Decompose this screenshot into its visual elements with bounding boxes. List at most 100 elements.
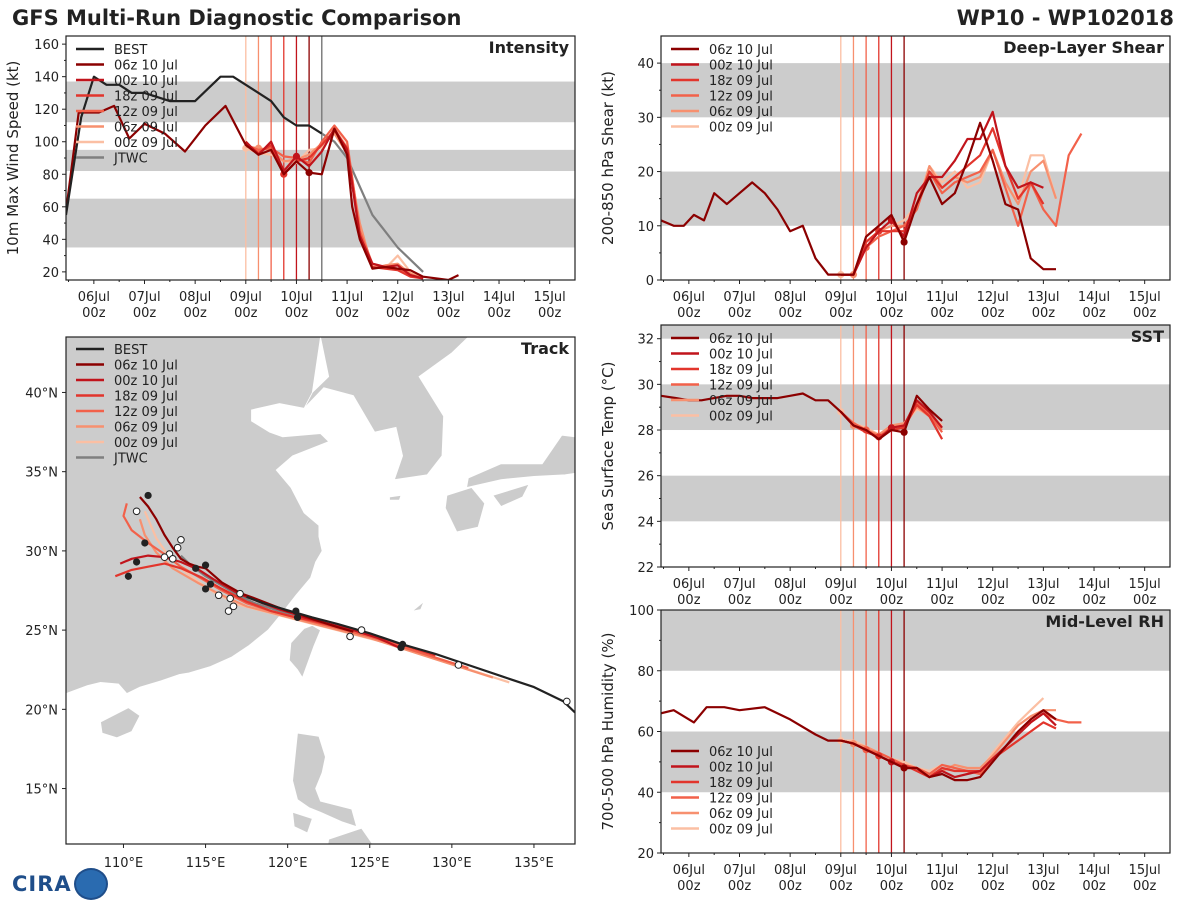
shear-xtick-label: 13Jul	[1027, 290, 1059, 305]
track-position-marker	[177, 536, 185, 544]
track-position-marker	[229, 602, 238, 611]
rh-line-06z-10-jul	[661, 706, 1057, 782]
legend-label-06z-09-jul: 06z 09 Jul	[114, 421, 178, 436]
rh-xtick-label: 08Jul	[774, 863, 806, 878]
shear-xtick-label-hour: 00z	[981, 306, 1005, 321]
sst-xtick-label: 11Jul	[926, 577, 958, 592]
sst-ytick-label: 30	[637, 378, 654, 393]
shear-xtick-label-hour: 00z	[778, 306, 802, 321]
legend-label-best: BEST	[114, 43, 147, 58]
intensity-init-point-06z-10-jul	[305, 169, 313, 177]
intensity-xtick-label: 06Jul	[78, 290, 110, 305]
legend-label-06z-09-jul: 06z 09 Jul	[709, 394, 773, 409]
cira-logo: CIRA	[6, 868, 110, 900]
shear-xtick-label: 07Jul	[723, 290, 755, 305]
track-landfall-marker	[124, 572, 132, 580]
intensity-xtick-label-hour: 00z	[386, 306, 410, 321]
sst-panel: 22242628303206Jul00z07Jul00z08Jul00z09Ju…	[599, 324, 1171, 608]
rh-xtick-label: 12Jul	[977, 863, 1009, 878]
sst-xtick-label-hour: 00z	[728, 593, 752, 608]
track-position-marker	[562, 697, 571, 706]
rh-ytick-label: 60	[637, 726, 654, 741]
sst-band	[661, 325, 1170, 339]
legend-label-18z-09-jul: 18z 09 Jul	[709, 363, 773, 378]
land-ryukyu-okinawa	[412, 601, 425, 612]
intensity-xtick-label-hour: 00z	[183, 306, 207, 321]
legend-label-06z-09-jul: 06z 09 Jul	[114, 121, 178, 136]
sst-xtick-label-hour: 00z	[1032, 593, 1056, 608]
shear-ytick-label: 30	[637, 111, 654, 126]
legend-label-00z-09-jul: 00z 09 Jul	[709, 121, 773, 136]
legend-label-06z-10-jul: 06z 10 Jul	[709, 332, 773, 347]
track-position-marker	[226, 594, 234, 603]
track-position-marker	[357, 626, 366, 634]
legend-label-18z-09-jul: 18z 09 Jul	[709, 776, 773, 791]
shear-band	[661, 63, 1170, 118]
rh-band	[661, 731, 1170, 793]
sst-xtick-label: 06Jul	[673, 577, 705, 592]
rh-xtick-label: 13Jul	[1027, 863, 1059, 878]
intensity-xtick-label-hour: 00z	[133, 306, 157, 321]
shear-panel-title: Deep-Layer Shear	[1003, 38, 1164, 57]
shear-xtick-label-hour: 00z	[1082, 306, 1106, 321]
shear-panel: 01020304006Jul00z07Jul00z08Jul00z09Jul00…	[599, 35, 1171, 321]
shear-xtick-label-hour: 00z	[829, 306, 853, 321]
track-position-marker	[224, 607, 233, 615]
legend-label-06z-10-jul: 06z 10 Jul	[114, 359, 178, 374]
rh-xtick-label-hour: 00z	[1082, 879, 1106, 894]
rh-xtick-label: 07Jul	[723, 863, 755, 878]
intensity-xtick-label-hour: 00z	[437, 306, 461, 321]
sst-xtick-label-hour: 00z	[930, 593, 954, 608]
land-japan-shikoku	[492, 483, 530, 507]
track-ytick-label: 30°N	[25, 545, 58, 560]
rh-ytick-label: 20	[637, 847, 654, 862]
legend-label-18z-09-jul: 18z 09 Jul	[114, 90, 178, 105]
rh-xtick-label-hour: 00z	[829, 879, 853, 894]
intensity-ytick-label: 40	[42, 233, 59, 248]
track-position-marker	[214, 591, 223, 600]
rh-xtick-label-hour: 00z	[728, 879, 752, 894]
track-ytick-label: 25°N	[25, 624, 58, 639]
track-position-marker	[346, 632, 354, 641]
track-landfall-marker	[293, 613, 302, 622]
track-xtick-label: 115°E	[186, 856, 226, 871]
shear-xtick-label: 14Jul	[1078, 290, 1110, 305]
shear-line-00z-10-jul	[840, 110, 1044, 276]
intensity-xtick-label-hour: 00z	[487, 306, 511, 321]
land-japan-main	[466, 434, 575, 489]
intensity-xtick-label-hour: 00z	[285, 306, 309, 321]
intensity-run-lines	[245, 36, 323, 280]
track-series	[114, 491, 575, 714]
intensity-xtick-label-hour: 00z	[234, 306, 258, 321]
intensity-xtick-label-hour: 00z	[82, 306, 106, 321]
rh-ytick-label: 80	[637, 665, 654, 680]
intensity-xtick-label: 08Jul	[179, 290, 211, 305]
shear-series	[661, 110, 1083, 279]
intensity-panel: 2040608010012014016006Jul00z07Jul00z08Ju…	[4, 35, 576, 321]
legend-label-jtwc: JTWC	[113, 452, 148, 467]
cira-logo-text: CIRA	[12, 872, 72, 896]
legend-label-00z-09-jul: 00z 09 Jul	[114, 436, 178, 451]
sst-ytick-label: 28	[637, 424, 654, 439]
shear-ytick-label: 40	[637, 57, 654, 72]
rh-panel-title: Mid-Level RH	[1045, 612, 1164, 631]
land-korea-jeju	[389, 494, 402, 501]
track-line-best	[246, 595, 575, 714]
legend-label-06z-10-jul: 06z 10 Jul	[709, 745, 773, 760]
intensity-line-best	[66, 75, 323, 216]
rh-xtick-label: 10Jul	[875, 863, 907, 878]
rh-xtick-label-hour: 00z	[981, 879, 1005, 894]
shear-xtick-label: 09Jul	[825, 290, 857, 305]
legend-label-00z-09-jul: 00z 09 Jul	[114, 136, 178, 151]
shear-line-06z-10-jul	[661, 121, 1056, 276]
land-mindoro	[292, 811, 313, 834]
track-position-marker	[168, 555, 177, 563]
rh-ytick-label: 100	[629, 604, 654, 619]
sst-xtick-label-hour: 00z	[981, 593, 1005, 608]
track-landfall-marker	[201, 585, 210, 593]
shear-xtick-label: 08Jul	[774, 290, 806, 305]
